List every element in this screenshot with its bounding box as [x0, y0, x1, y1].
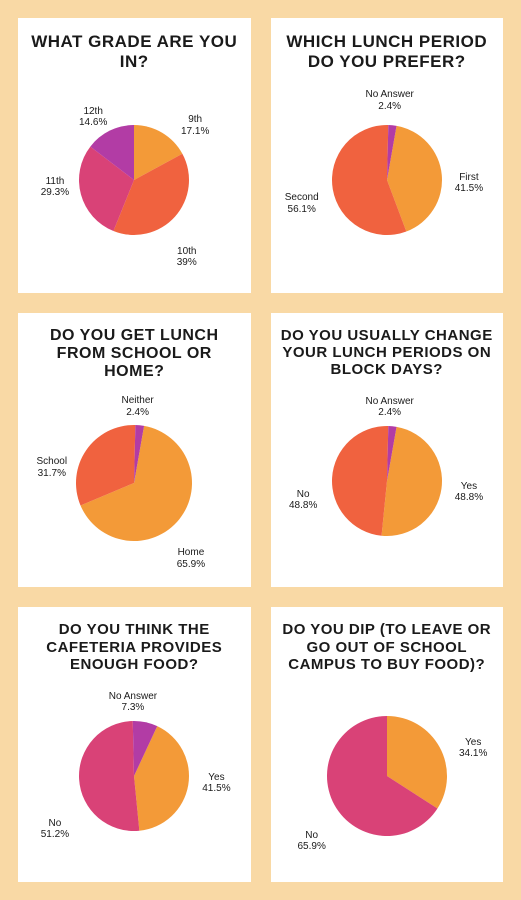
slice-label: Neither2.4%: [122, 395, 154, 418]
chart-area: Yes34.1% No65.9%: [281, 679, 494, 872]
slice-label: Home65.9%: [177, 547, 205, 570]
slice-label: No Answer2.4%: [366, 396, 414, 419]
chart-card-dip: DO YOU DIP (TO LEAVE OR GO OUT OF SCHOOL…: [271, 607, 504, 882]
slice-label: No Answer7.3%: [109, 691, 157, 714]
chart-card-lunch-period: WHICH LUNCH PERIOD DO YOU PREFER? First4…: [271, 18, 504, 293]
chart-title: WHICH LUNCH PERIOD DO YOU PREFER?: [281, 32, 494, 71]
slice-label: Yes48.8%: [455, 481, 483, 504]
pie-chart: [297, 90, 477, 270]
chart-card-change-period: DO YOU USUALLY CHANGE YOUR LUNCH PERIODS…: [271, 313, 504, 588]
pie-slice: [332, 426, 388, 536]
slice-label: 9th17.1%: [181, 114, 209, 137]
chart-area: Yes48.8% No48.8% No Answer2.4%: [281, 384, 494, 577]
chart-grid: WHAT GRADE ARE YOU IN? 9th17.1% 10th39% 11…: [18, 18, 503, 882]
chart-title: DO YOU DIP (TO LEAVE OR GO OUT OF SCHOOL…: [281, 621, 494, 673]
slice-label: Second56.1%: [285, 192, 319, 215]
chart-title: DO YOU THINK THE CAFETERIA PROVIDES ENOU…: [28, 621, 241, 673]
slice-label: Yes41.5%: [202, 772, 230, 795]
slice-label: 12th14.6%: [79, 106, 107, 129]
slice-label: 11th29.3%: [41, 176, 69, 199]
chart-card-lunch-source: DO YOU GET LUNCH FROM SCHOOL OR HOME? Ho…: [18, 313, 251, 588]
slice-label: Yes34.1%: [459, 737, 487, 760]
slice-label: No48.8%: [289, 489, 317, 512]
pie-slice: [79, 721, 139, 831]
chart-area: Yes41.5% No51.2% No Answer7.3%: [28, 679, 241, 872]
pie-chart: [44, 393, 224, 573]
slice-label: No51.2%: [41, 818, 69, 841]
chart-area: First41.5% Second56.1% No Answer2.4%: [281, 77, 494, 283]
slice-label: No65.9%: [298, 830, 326, 853]
slice-label: School31.7%: [37, 456, 68, 479]
chart-card-enough-food: DO YOU THINK THE CAFETERIA PROVIDES ENOU…: [18, 607, 251, 882]
chart-area: 9th17.1% 10th39% 11th29.3% 12th14.6%: [28, 77, 241, 283]
chart-area: Home65.9% School31.7% Neither2.4%: [28, 388, 241, 578]
slice-label: First41.5%: [455, 172, 483, 195]
chart-title: DO YOU USUALLY CHANGE YOUR LUNCH PERIODS…: [281, 327, 494, 379]
chart-title: DO YOU GET LUNCH FROM SCHOOL OR HOME?: [28, 327, 241, 382]
slice-label: No Answer2.4%: [366, 89, 414, 112]
chart-card-grade: WHAT GRADE ARE YOU IN? 9th17.1% 10th39% 11…: [18, 18, 251, 293]
chart-title: WHAT GRADE ARE YOU IN?: [28, 32, 241, 71]
slice-label: 10th39%: [177, 246, 197, 269]
